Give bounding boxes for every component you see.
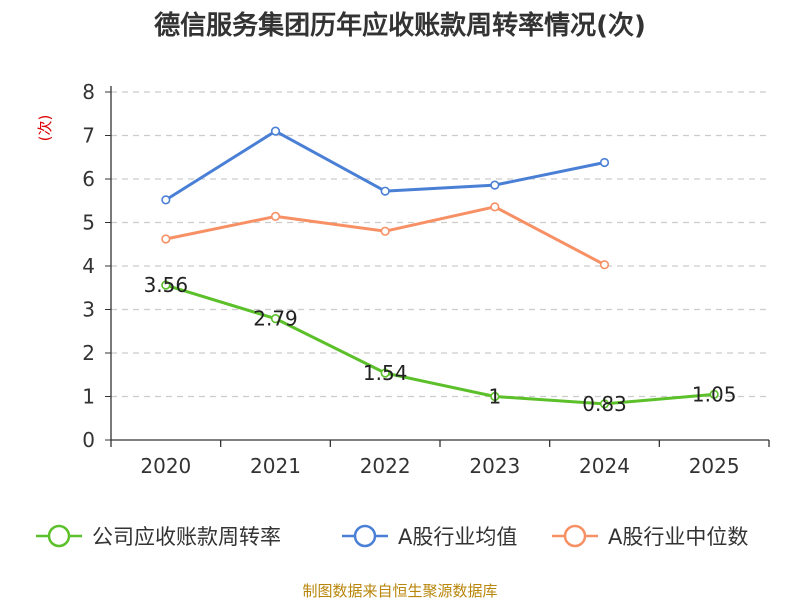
- y-tick-label: 5: [82, 211, 95, 235]
- data-point: [270, 126, 281, 136]
- grid: [111, 91, 769, 398]
- legend-label: A股行业中位数: [608, 525, 748, 549]
- series-1: [161, 126, 610, 205]
- x-tick-label: 2021: [250, 454, 301, 478]
- y-tick-label: 6: [82, 167, 95, 191]
- y-axis-label: (次): [36, 115, 54, 142]
- y-tick-label: 7: [82, 124, 95, 148]
- y-tick-label: 4: [82, 254, 95, 278]
- data-point: [599, 157, 610, 168]
- legend-item[interactable]: A股行业中位数: [552, 524, 748, 549]
- data-label: 1.05: [692, 382, 737, 406]
- y-tick-label: 8: [82, 80, 95, 104]
- data-label: 0.83: [582, 392, 627, 416]
- data-point: [709, 389, 719, 399]
- x-tick-label: 2023: [469, 454, 520, 478]
- legend-marker-icon: [563, 524, 587, 548]
- data-point: [490, 391, 500, 402]
- y-tick-label: 2: [82, 341, 95, 365]
- x-tick-label: 2025: [689, 454, 740, 478]
- legend-item[interactable]: A股行业均值: [342, 524, 517, 549]
- series-2: [161, 202, 610, 270]
- data-label: 3.56: [144, 273, 189, 297]
- data-label: 1: [488, 385, 501, 409]
- data-point: [270, 314, 281, 324]
- data-point: [599, 399, 610, 409]
- data-label: 2.79: [253, 307, 298, 331]
- data-labels: 3.56 2.79 1.54 1 0.83 1.05: [144, 273, 737, 416]
- y-tick-label: 3: [82, 298, 95, 322]
- data-point: [490, 202, 500, 212]
- data-point: [599, 260, 610, 270]
- chart-title: 德信服务集团历年应收账款周转率情况(次): [154, 10, 646, 41]
- series-0: [161, 280, 719, 409]
- legend-item[interactable]: 公司应收账款周转率: [36, 524, 281, 549]
- y-tick-label: 1: [82, 385, 95, 409]
- data-point: [490, 180, 500, 190]
- legend-label: A股行业均值: [398, 525, 517, 549]
- x-tick-label: 2022: [360, 454, 411, 478]
- data-point: [161, 195, 171, 205]
- data-point: [270, 211, 281, 222]
- data-point: [161, 234, 171, 244]
- axes: 0 1 2 3 4 5 6 7 8 2020 2021 2022 2023 2024 2025: [82, 80, 770, 478]
- legend-label: 公司应收账款周转率: [92, 525, 281, 549]
- data-point: [380, 226, 390, 236]
- data-point: [380, 368, 390, 378]
- legend-marker-icon: [47, 524, 71, 548]
- series: [161, 126, 719, 409]
- y-tick-label: 0: [82, 428, 95, 452]
- legend: 公司应收账款周转率 A股行业均值 A股行业中位数: [36, 524, 748, 549]
- data-point: [380, 186, 390, 196]
- source-note: 制图数据来自恒生聚源数据库: [302, 582, 497, 600]
- data-label: 1.54: [363, 361, 408, 385]
- x-tick-label: 2024: [579, 454, 630, 478]
- data-point: [161, 280, 171, 290]
- legend-marker-icon: [353, 524, 377, 548]
- x-tick-label: 2020: [140, 454, 191, 478]
- series-line: [165, 283, 715, 406]
